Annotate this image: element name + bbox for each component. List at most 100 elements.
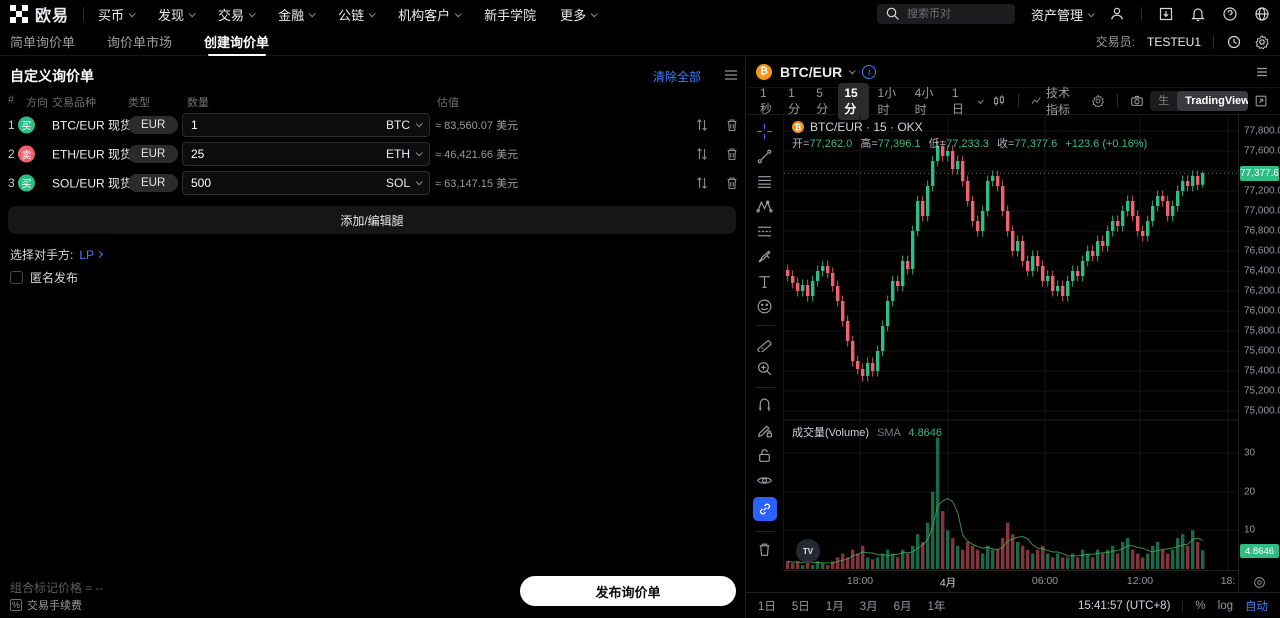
amount-input[interactable] <box>191 146 386 161</box>
help-icon[interactable] <box>1222 6 1238 22</box>
tf-4h[interactable]: 4小时 <box>914 86 934 117</box>
tf-5m[interactable]: 5分 <box>816 85 829 116</box>
nav-item-academy[interactable]: 新手学院 <box>484 7 537 23</box>
search-box[interactable] <box>876 4 1015 24</box>
history-icon[interactable] <box>1226 34 1242 50</box>
okx-logo[interactable]: 欧易 <box>10 2 69 26</box>
tab-rfq-market[interactable]: 询价单市场 <box>107 35 173 50</box>
mark-price-label: 组合标记价格 <box>10 581 83 595</box>
price-axis[interactable]: 77,377.6 4.8646 77,800.0 77,600.0 77,200.0… <box>1238 115 1280 592</box>
language-globe-icon[interactable] <box>1254 6 1270 22</box>
panel-options-icon[interactable] <box>723 67 739 83</box>
nav-item-discover[interactable]: 发现 <box>158 5 196 24</box>
text-tool-icon[interactable] <box>756 273 773 290</box>
clock[interactable]: 15:41:57 (UTC+8) <box>1078 599 1171 612</box>
sync-drawings-link-button[interactable] <box>752 497 777 521</box>
range-1y[interactable]: 1年 <box>927 600 946 613</box>
tf-1d[interactable]: 1日 <box>951 85 964 116</box>
nav-item-trade[interactable]: 交易 <box>218 5 256 24</box>
swap-direction-icon[interactable] <box>694 175 710 191</box>
notifications-bell-icon[interactable] <box>1190 6 1206 22</box>
instrument-selector[interactable]: ETH/EUR 现货 <box>52 145 147 162</box>
currency-pill[interactable]: EUR <box>128 115 179 134</box>
info-icon[interactable]: i <box>862 64 877 79</box>
user-icon[interactable] <box>1109 6 1125 22</box>
tf-15m[interactable]: 15分 <box>838 82 870 120</box>
emoji-tool-icon[interactable] <box>756 298 773 315</box>
settings-gear-icon[interactable] <box>1254 34 1270 50</box>
swap-direction-icon[interactable] <box>694 146 710 162</box>
fullscreen-icon[interactable] <box>1250 94 1272 108</box>
log-scale-toggle[interactable]: log <box>1217 599 1233 612</box>
mode-tradingview[interactable]: TradingView <box>1177 91 1248 111</box>
range-3mo[interactable]: 3月 <box>859 600 878 613</box>
publish-rfq-button[interactable]: 发布询价单 <box>520 576 736 606</box>
nav-item-institutional[interactable]: 机构客户 <box>398 5 462 24</box>
price-tick: 75,000.0 <box>1244 405 1280 417</box>
percent-scale-toggle[interactable]: % <box>1195 599 1206 612</box>
snapshot-camera-icon[interactable] <box>1126 94 1148 108</box>
trend-line-tool-icon[interactable] <box>756 148 773 165</box>
price-tick: 77,200.0 <box>1244 185 1280 197</box>
currency-pill[interactable]: EUR <box>128 173 179 192</box>
delete-leg-icon[interactable] <box>724 146 740 162</box>
hide-drawings-eye-icon[interactable] <box>756 472 773 489</box>
range-1mo[interactable]: 1月 <box>825 600 844 613</box>
tab-create-rfq[interactable]: 创建询价单 <box>204 28 269 56</box>
zoom-in-tool-icon[interactable] <box>756 360 773 377</box>
symbol-selector[interactable]: BTC/EUR <box>780 64 856 80</box>
download-app-icon[interactable] <box>1158 6 1174 22</box>
nav-item-finance[interactable]: 金融 <box>278 5 316 24</box>
add-edit-leg-button[interactable]: 添加/编辑腿 <box>8 206 736 234</box>
amount-input[interactable] <box>191 117 386 132</box>
assets-menu[interactable]: 资产管理 <box>1031 5 1095 24</box>
remove-drawings-trash-icon[interactable] <box>756 541 773 558</box>
pattern-tool-icon[interactable] <box>756 198 773 215</box>
unit-select[interactable]: ETH <box>386 147 423 161</box>
axis-settings-gear-icon[interactable] <box>1253 576 1266 589</box>
tf-1h[interactable]: 1小时 <box>877 86 897 117</box>
tf-1s[interactable]: 1秒 <box>760 85 773 116</box>
instrument-selector[interactable]: BTC/EUR 现货 <box>52 116 147 133</box>
indicators-button[interactable]: 技术指标 <box>1027 84 1086 118</box>
unit-select[interactable]: BTC <box>386 118 423 132</box>
candlestick-chart[interactable]: ₿ BTC/EUR · 15 · OKX 开=77,262.0 高=77,396… <box>784 115 1238 570</box>
auto-scale-toggle[interactable]: 自动 <box>1245 600 1268 613</box>
range-1d[interactable]: 1日 <box>758 600 776 613</box>
time-axis[interactable]: 18:00 4月 06:00 12:00 18: <box>784 570 1238 592</box>
brush-tool-icon[interactable] <box>756 248 773 265</box>
drawing-lock-edit-icon[interactable] <box>756 422 773 439</box>
chart-settings-gear-icon[interactable] <box>1087 94 1109 108</box>
tf-1m[interactable]: 1分 <box>788 85 801 116</box>
range-6mo[interactable]: 6月 <box>893 600 912 613</box>
nav-item-more[interactable]: 更多 <box>560 5 598 24</box>
amount-input[interactable] <box>191 175 386 190</box>
counterparty-link[interactable]: LP <box>79 248 104 262</box>
lock-all-tool-icon[interactable] <box>756 447 773 464</box>
delete-leg-icon[interactable] <box>724 117 740 133</box>
chevron-down-icon[interactable] <box>977 97 984 104</box>
nav-item-buy-crypto[interactable]: 买币 <box>98 5 136 24</box>
magnet-tool-icon[interactable] <box>756 397 773 414</box>
anonymous-checkbox[interactable] <box>10 271 23 284</box>
currency-pill[interactable]: EUR <box>128 144 179 163</box>
candle-style-icon[interactable] <box>988 94 1010 108</box>
tab-simple-rfq[interactable]: 简单询价单 <box>10 35 76 50</box>
leg-usd-value: ≈ 46,421.66 美元 <box>435 148 519 161</box>
delete-leg-icon[interactable] <box>724 175 740 191</box>
clear-all-link[interactable]: 清除全部 <box>652 70 701 84</box>
search-input[interactable] <box>906 8 1007 20</box>
fib-retracement-tool-icon[interactable] <box>756 173 773 190</box>
range-5d[interactable]: 5日 <box>791 600 810 613</box>
instrument-selector[interactable]: SOL/EUR 现货 <box>52 174 147 191</box>
chart-menu-icon[interactable] <box>1254 64 1270 80</box>
measure-ruler-icon[interactable] <box>756 335 773 352</box>
mode-native[interactable]: 原生版 <box>1158 95 1170 107</box>
price-tick: 76,800.0 <box>1244 225 1280 237</box>
swap-direction-icon[interactable] <box>694 117 710 133</box>
unit-select[interactable]: SOL <box>386 176 423 190</box>
crosshair-tool-icon[interactable] <box>756 123 773 140</box>
position-tool-icon[interactable] <box>756 223 773 240</box>
ohlc-legend: 开=77,262.0 高=77,396.1 低=77,233.3 收=77,37… <box>792 138 1148 150</box>
nav-item-chain[interactable]: 公链 <box>338 5 376 24</box>
